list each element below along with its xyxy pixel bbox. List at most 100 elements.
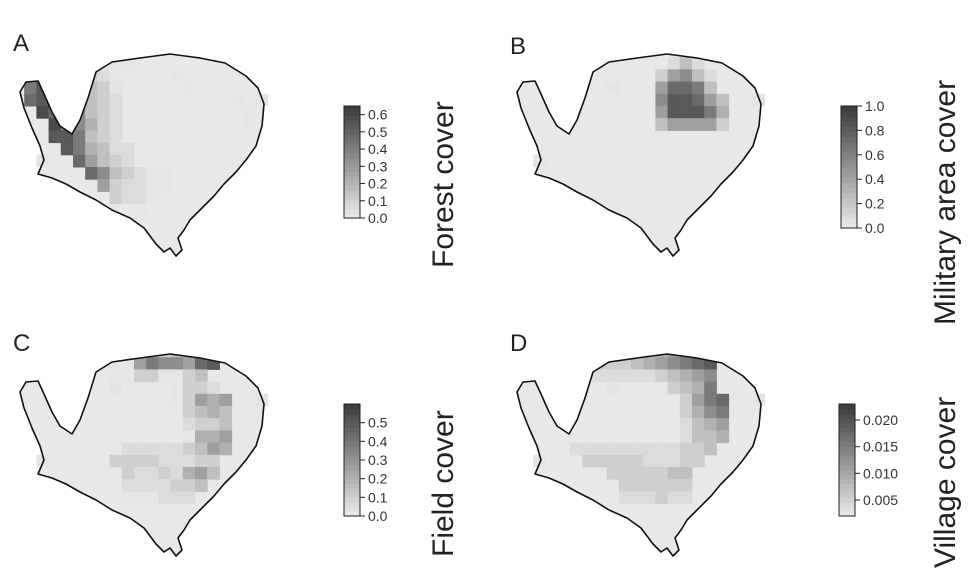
grid-cell [182,491,196,505]
grid-cell [158,491,172,505]
legend-swatch [344,483,360,489]
grid-cell [582,442,595,456]
grid-cell [182,479,196,492]
grid-cell [207,454,220,468]
grid-cell [594,369,608,383]
grid-cell [655,69,669,83]
grid-cell [704,81,717,95]
legend-tick-label: 0.6 [368,107,388,123]
legend-swatch [841,116,857,122]
legend-swatch [841,141,857,148]
legend-tick-label: 0.4 [368,141,388,157]
grid-cell [606,467,620,480]
grid-cell [134,467,147,480]
grid-cell [594,454,608,468]
grid-cell [692,418,705,431]
grid-cell [243,118,257,131]
grid-cell [85,142,98,156]
grid-cell [207,381,220,395]
legend-swatch [839,474,855,480]
grid-cell [643,491,656,505]
grid-cell [679,430,693,444]
grid-cell [109,381,122,394]
legend-swatch [839,446,855,452]
legend-tick-label: 0.5 [368,124,388,140]
grid-cell [716,106,730,119]
grid-cell [146,467,159,480]
grid-cell [643,369,656,383]
grid-cell [170,69,184,83]
grid-cell [679,106,693,119]
grid-cell [207,430,220,444]
grid-cell [704,406,717,419]
grid-cell [679,418,693,431]
grid-cell [606,369,620,383]
grid-cell [170,491,184,505]
grid-cell [134,491,147,505]
panel-d: D 0.020 0.015 0.010 0.005 Village cover [497,300,971,568]
grid-cell [643,454,656,468]
grid-cell [195,442,208,456]
grid-cell [73,93,86,107]
legend-swatch [344,134,360,140]
legend-swatch [344,488,360,494]
grid-cell [121,191,135,205]
grid-cell [704,118,717,131]
grid-cell [631,467,644,480]
legend-swatch [839,488,855,494]
panel-letter: D [510,330,528,357]
legend-swatch [344,199,360,205]
legend-swatch [839,413,855,419]
panel-b: B 1.0 0.8 0.6 0.4 0.2 0.0 Military area cover [497,0,971,325]
grid-cell [109,191,123,205]
grid-cell [643,442,656,456]
grid-cell [182,406,196,419]
grid-cell [121,491,135,505]
legend-swatch [344,152,360,158]
grid-cell [170,354,184,358]
grid-cell [606,357,620,370]
grid-cell [109,154,123,168]
grid-cell [631,442,644,456]
grid-cell [631,357,644,370]
study-area-boundary [19,353,265,557]
grid-cell [195,418,208,431]
legend-swatch [344,497,360,503]
grid-cell [121,442,135,456]
legend-swatch [344,190,360,196]
grid-cell [121,369,135,383]
legend-frame [343,105,361,219]
grid-cell [667,491,681,505]
grid-cell [195,454,208,468]
grid-cell [570,381,583,395]
legend-swatch [841,136,857,143]
legend-swatch [344,194,360,200]
grid-cell [219,418,233,431]
legend-swatch [344,180,360,186]
grid-cell [109,57,123,70]
legend-swatch [344,185,360,191]
legend-title: Village cover [929,396,962,568]
legend-tick-label: 0.2 [368,471,388,487]
grid-cell [109,179,123,192]
legend-swatch [344,427,360,433]
grid-cell [631,491,644,505]
legend-swatch [841,146,857,153]
legend-title: Field cover [427,410,460,557]
grid-cell [606,442,620,456]
grid-cell [655,454,669,468]
legend-tick-label: 0.4 [865,171,885,187]
grid-cell [109,167,123,180]
grid-cell [655,81,669,95]
grid-cell [667,81,681,95]
grid-cell [704,418,717,431]
grid-cell [679,454,693,468]
panel-letter: B [510,33,527,60]
grid-cell [679,369,693,383]
grid-cell [643,357,656,370]
grid-cell [158,167,172,180]
grid-cell [48,130,62,144]
legend-swatch [344,460,360,466]
legend-swatch [839,469,855,475]
grid-cell [692,369,705,383]
